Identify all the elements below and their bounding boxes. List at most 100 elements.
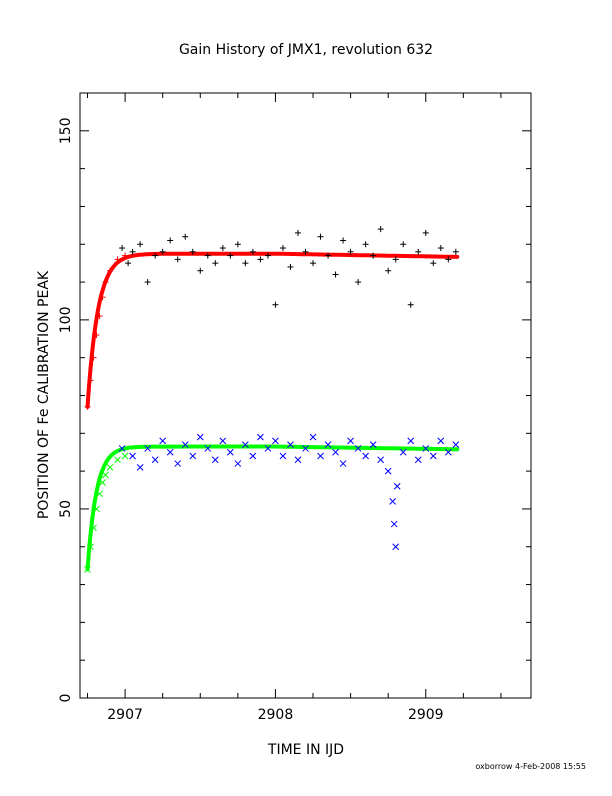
data-point: [90, 354, 97, 361]
data-point: [96, 313, 103, 320]
data-point: [242, 260, 249, 267]
fit-curves: [85, 251, 460, 572]
data-point: [182, 233, 189, 240]
data-point: [452, 248, 459, 255]
data-point: [414, 456, 422, 464]
data-point: [93, 505, 100, 513]
plot-frame: [79, 92, 532, 699]
data-point: [204, 445, 212, 452]
data-point: [102, 279, 109, 286]
data-point: [279, 245, 286, 252]
data-point: [212, 260, 219, 267]
data-point: [355, 279, 362, 286]
data-point: [407, 437, 415, 445]
data-point: [114, 456, 121, 464]
data-point: [204, 252, 211, 259]
data-point: [136, 463, 144, 471]
y-tick-label: 0: [58, 694, 74, 703]
data-point: [452, 441, 460, 449]
y-tick-label: 100: [58, 307, 74, 334]
data-point: [272, 437, 279, 445]
data-point: [287, 263, 294, 270]
data-point: [114, 256, 121, 263]
data-point: [444, 448, 452, 456]
data-point: [234, 241, 241, 248]
data-point: [393, 482, 401, 490]
y-axis-ticks: 0 50 100 150: [58, 92, 531, 703]
data-point: [279, 452, 287, 460]
data-point: [422, 229, 429, 236]
data-point: [159, 248, 166, 255]
data-point: [294, 229, 301, 236]
data-point: [159, 437, 167, 445]
data-point: [257, 433, 264, 441]
data-point: [390, 520, 398, 528]
data-point: [90, 524, 97, 532]
data-point: [196, 433, 204, 441]
data-point: [317, 452, 324, 460]
data-point: [107, 267, 114, 274]
data-point: [317, 233, 324, 240]
data-point: [99, 479, 106, 486]
data-point: [302, 445, 309, 452]
x-tick-label: 2909: [408, 707, 444, 723]
data-point: [294, 456, 302, 464]
data-point: [174, 256, 181, 263]
data-point: [84, 566, 91, 573]
data-point: [370, 252, 377, 259]
data-point: [93, 332, 100, 338]
data-point: [445, 256, 452, 263]
chart-title: Gain History of JMX1, revolution 632: [179, 42, 433, 58]
x-axis-ticks: 2907 2908 2909: [87, 93, 502, 723]
x-tick-label: 2907: [107, 707, 143, 723]
data-point: [430, 260, 437, 267]
data-point: [362, 241, 369, 248]
data-point: [249, 452, 257, 460]
data-point: [234, 460, 242, 467]
data-point: [339, 460, 347, 467]
data-point: [144, 445, 152, 452]
data-point: [257, 256, 264, 263]
data-point: [121, 452, 129, 460]
data-point: [287, 441, 294, 449]
data-point: [422, 445, 430, 452]
x-tick-label: 2908: [258, 707, 294, 723]
data-point: [227, 252, 234, 259]
data-point: [189, 248, 196, 255]
data-point: [377, 456, 385, 464]
y-axis-label: POSITION OF Fe CALIBRATION PEAK: [36, 270, 52, 519]
data-point: [242, 441, 249, 449]
data-point: [167, 237, 174, 244]
data-point: [309, 433, 317, 441]
data-point: [144, 279, 151, 286]
data-point: [118, 445, 126, 452]
data-point: [137, 241, 144, 248]
data-point: [219, 437, 227, 445]
data-point: [384, 467, 392, 475]
data-point: [429, 452, 437, 460]
data-point: [385, 267, 392, 274]
footer-stamp: oxborrow 4-Feb-2008 15:55: [475, 762, 586, 771]
data-point: [87, 377, 94, 384]
data-point: [84, 403, 91, 410]
data-point: [264, 252, 271, 259]
data-points: [84, 226, 460, 573]
data-point: [362, 452, 369, 460]
data-point: [102, 471, 109, 479]
data-point: [264, 445, 272, 452]
data-point: [181, 441, 189, 449]
fit-curve-upper: [85, 251, 460, 409]
data-point: [332, 271, 339, 278]
y-tick-label: 150: [58, 117, 74, 144]
data-point: [122, 252, 129, 259]
data-point: [129, 248, 136, 255]
data-point: [272, 301, 279, 308]
data-point: [99, 294, 106, 301]
data-point: [347, 248, 354, 255]
data-point: [340, 237, 347, 244]
data-point: [389, 498, 397, 505]
data-point: [96, 490, 103, 498]
data-point: [211, 456, 219, 464]
